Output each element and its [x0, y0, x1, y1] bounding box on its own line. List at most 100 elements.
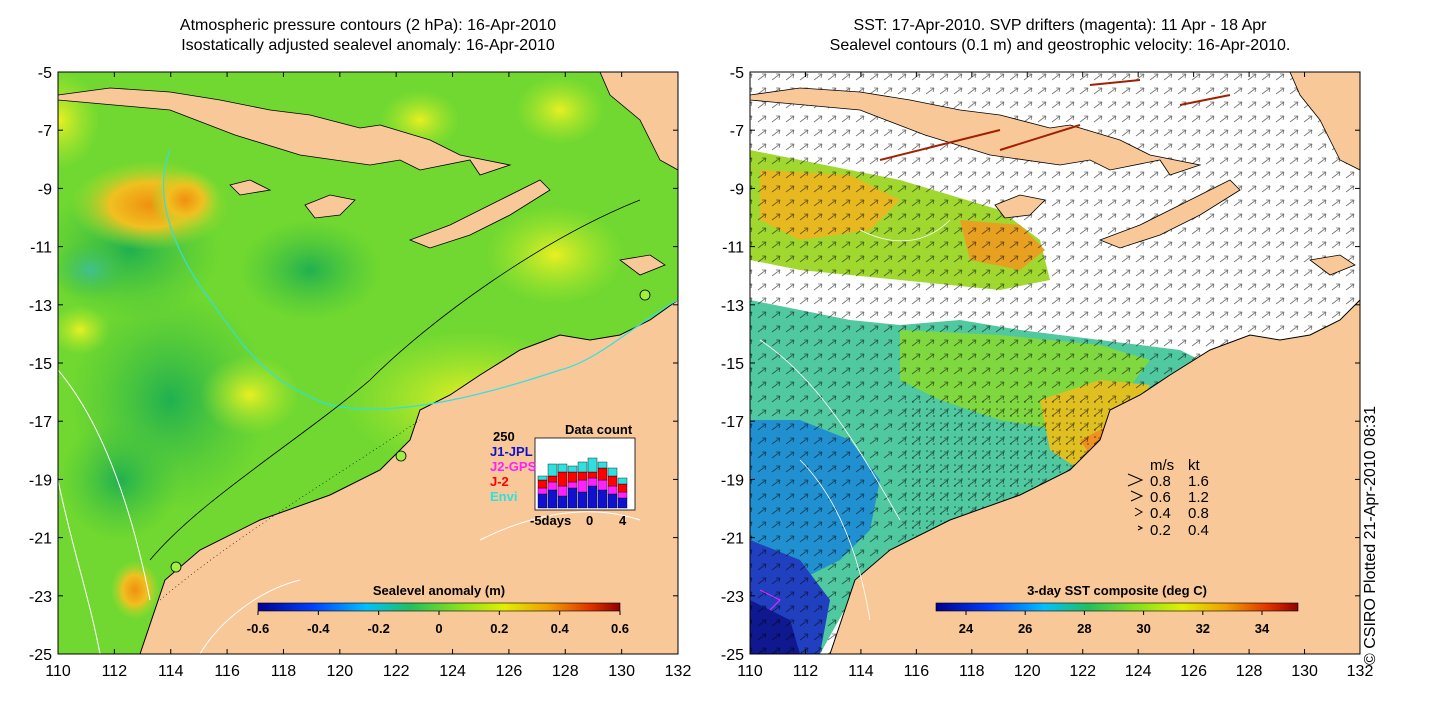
velocity-arrow-0.4 [1134, 507, 1144, 517]
data-count-bar [577, 461, 588, 473]
data-count-title: Data count [565, 422, 633, 437]
velocity-legend-kt-1: 1.2 [1188, 489, 1209, 506]
data-count-bar [547, 475, 558, 483]
right-colorbar-tick-label: 24 [959, 621, 974, 636]
data-count-bar [607, 485, 618, 495]
velocity-arrow-0.8 [1127, 473, 1144, 487]
left-ytick-label: -5 [38, 65, 52, 82]
data-count-xtick-start: -5days [530, 513, 571, 528]
right-ytick-label: -17 [721, 414, 744, 431]
right-xtick-label: 124 [1125, 663, 1152, 680]
left-xtick-label: 126 [496, 663, 523, 680]
left-colorbar-label: Sealevel anomaly (m) [373, 583, 505, 598]
velocity-legend-kt-0: 1.6 [1188, 473, 1209, 490]
data-count-bar [557, 471, 568, 487]
left-colorbar-tick-label: 0.4 [551, 621, 570, 636]
data-count-bar [607, 475, 618, 487]
right-ytick-label: -13 [721, 298, 744, 315]
data-count-ymax: 250 [493, 429, 515, 444]
data-count-bar [547, 489, 558, 509]
left-xtick-label: 116 [214, 663, 240, 680]
left-title-line1: Atmospheric pressure contours (2 hPa): 1… [179, 17, 557, 34]
right-xtick-label: 114 [848, 663, 874, 680]
data-count-bar [617, 477, 628, 485]
left-ytick-label: -25 [29, 647, 52, 664]
right-colorbar-ticks: 24 26 28 30 32 34 [959, 611, 1270, 636]
right-colorbar-tick-label: 32 [1196, 621, 1210, 636]
right-xtick-label: 122 [1069, 663, 1096, 680]
data-count-xtick-zero: 0 [586, 513, 593, 528]
data-count-bar [597, 479, 608, 491]
right-ytick-label: -5 [730, 65, 744, 82]
data-count-bar [557, 463, 568, 473]
left-ytick-label: -19 [29, 472, 52, 489]
right-xtick-label: 130 [1291, 663, 1318, 680]
velocity-arrow-0.2 [1137, 525, 1144, 531]
right-xtick-label: 112 [793, 663, 819, 680]
left-ytick-label: -9 [38, 181, 52, 198]
right-colorbar [935, 602, 1299, 612]
left-ytick-label: -17 [29, 414, 52, 431]
right-title-line2: Sealevel contours (0.1 m) and geostrophi… [829, 37, 1291, 54]
data-count-bar [557, 485, 568, 497]
data-count-bar [587, 485, 598, 509]
left-colorbar [257, 602, 621, 612]
right-xtick-label: 110 [737, 663, 763, 680]
right-xtick-label: 116 [904, 663, 930, 680]
data-count-bar [587, 477, 598, 487]
left-colorbar-tick-label: 0.2 [490, 621, 508, 636]
right-xtick-label: 118 [959, 663, 985, 680]
data-count-bar [617, 491, 628, 499]
data-count-xtick-end: 4 [619, 513, 627, 528]
right-ytick-label: -15 [721, 356, 744, 373]
data-count-bar [567, 465, 578, 473]
data-count-bar [607, 467, 618, 477]
left-ytick-label: -15 [29, 356, 52, 373]
left-xtick-label: 120 [326, 663, 353, 680]
data-count-bar [597, 489, 608, 509]
left-xtick-label: 128 [552, 663, 579, 680]
data-count-bar [577, 491, 588, 509]
right-ytick-label: -11 [722, 240, 744, 257]
right-xtick-label: 126 [1180, 663, 1207, 680]
left-ytick-label: -7 [38, 123, 52, 140]
data-count-legend-j2: J-2 [490, 474, 509, 489]
right-title: SST: 17-Apr-2010. SVP drifters (magenta)… [720, 16, 1400, 56]
data-count-bar [577, 479, 588, 493]
left-colorbar-tick-label: 0.6 [611, 621, 629, 636]
data-count-bars [537, 457, 628, 509]
data-count-bar [537, 493, 548, 509]
data-count-bar [567, 487, 578, 509]
velocity-legend-kt-3: 0.4 [1188, 522, 1209, 539]
right-title-line1: SST: 17-Apr-2010. SVP drifters (magenta)… [853, 17, 1267, 34]
data-count-bar [567, 471, 578, 483]
left-xtick-label: 112 [102, 663, 128, 680]
data-count-bar [547, 481, 558, 491]
right-colorbar-tick-label: 28 [1077, 621, 1091, 636]
right-xtick-label: 128 [1236, 663, 1263, 680]
velocity-legend-arrows [1127, 473, 1144, 531]
plot-credit: © CSIRO Plotted 21-Apr-2010 08:31 [1362, 405, 1379, 665]
data-count-inset [534, 437, 636, 511]
left-xtick-label: 114 [158, 663, 184, 680]
data-count-bar [617, 497, 628, 509]
right-ytick-label: -23 [721, 589, 744, 606]
left-ytick-label: -23 [29, 589, 52, 606]
right-ytick-label: -21 [721, 531, 744, 548]
right-map-field [750, 72, 1360, 654]
velocity-arrow-0.6 [1130, 490, 1144, 502]
data-count-bar [547, 463, 558, 477]
left-ytick-label: -21 [29, 531, 52, 548]
data-count-bar [597, 467, 608, 481]
left-title-line2: Isostatically adjusted sealevel anomaly:… [181, 37, 555, 54]
left-colorbar-tick-label: -0.4 [307, 621, 330, 636]
right-ytick-label: -9 [730, 181, 744, 198]
data-count-bar [587, 457, 598, 473]
data-count-bar [557, 495, 568, 509]
data-count-bar [597, 461, 608, 469]
data-count-legend-j2gps: J2-GPS [490, 459, 537, 474]
left-xtick-label: 118 [271, 663, 297, 680]
left-ytick-label: -11 [30, 240, 52, 257]
